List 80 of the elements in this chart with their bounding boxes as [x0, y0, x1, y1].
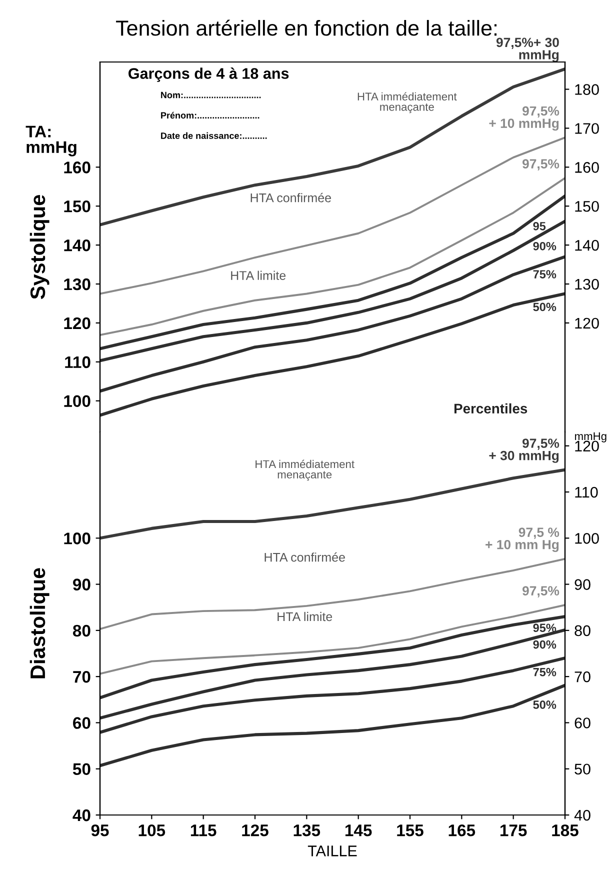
- series-label: 97,5% + 30 mmHg: [489, 438, 560, 463]
- text: TA: mmHg: [26, 126, 76, 156]
- y2-tick-label: 100: [575, 533, 599, 544]
- y-tick-label: 80: [72, 624, 90, 637]
- x-tick-label: 165: [448, 824, 476, 836]
- annotation: HTA confirmée: [264, 552, 345, 562]
- y-tick-label: 100: [64, 395, 90, 408]
- y-tick-label: 50: [72, 763, 90, 776]
- x-tick-label: 105: [138, 824, 166, 836]
- chart-subtitle: Garçons de 4 à 18 ans: [128, 68, 289, 82]
- y2-tick-label: 170: [575, 123, 599, 134]
- y-axis-title: Diastolique: [30, 568, 50, 678]
- y2-tick-label: 40: [574, 810, 590, 821]
- line-series: [100, 604, 565, 675]
- y2-tick-label: 60: [574, 718, 590, 728]
- y2-tick-label: 80: [574, 625, 590, 636]
- y-tick-label: 150: [64, 200, 90, 212]
- series-label: 95: [533, 222, 546, 230]
- y-tick-label: 70: [73, 670, 90, 683]
- y2-tick-label: 130: [575, 278, 599, 290]
- x-tick-label: 175: [500, 824, 527, 836]
- series-label: 97,5%: [522, 159, 560, 170]
- series-label: 50%: [533, 302, 556, 312]
- series-label: 50%: [533, 700, 556, 709]
- y2-tick-label: 50: [574, 764, 590, 775]
- x-tick-label: 185: [552, 824, 578, 836]
- series-label: 75%: [533, 270, 556, 278]
- line-series: [100, 194, 565, 350]
- x-tick-label: 95: [91, 824, 109, 836]
- y2-tick-label: 150: [575, 200, 599, 212]
- annotation: Date de naissance:..........: [161, 132, 267, 139]
- y-tick-label: 90: [73, 578, 90, 590]
- line-series: [100, 292, 565, 417]
- y2-tick-label: 70: [574, 671, 590, 682]
- line-series: [100, 684, 565, 768]
- annotation: HTA limite: [231, 270, 286, 280]
- annotation: HTA immédiatement menaçante: [358, 92, 457, 114]
- line-series: [100, 220, 565, 362]
- annotation: Prénom:.........................: [161, 112, 260, 119]
- x-tick-label: 135: [294, 824, 320, 836]
- y-tick-label: 120: [64, 317, 90, 330]
- line-series: [100, 468, 565, 540]
- y-tick-label: 60: [73, 717, 90, 729]
- annotation: Nom:...............................: [161, 92, 261, 98]
- y2-tick-label: 90: [574, 579, 590, 590]
- series-label: 95%: [533, 624, 556, 632]
- x-axis-title: TAILLE: [308, 846, 357, 856]
- line-series: [100, 177, 565, 336]
- y-tick-label: 100: [64, 532, 90, 544]
- y-axis-title: Systolique: [30, 195, 50, 300]
- y2-tick-label: 120: [575, 440, 599, 452]
- x-tick-label: 145: [345, 824, 372, 836]
- annotation: Percentiles: [454, 403, 528, 414]
- series-label: 97,5%: [522, 586, 560, 598]
- annotation: HTA immédiatement menaçante: [256, 460, 354, 481]
- chart-title: Tension artérielle en fonction de la taille:: [116, 20, 497, 36]
- series-label: 90%: [533, 242, 556, 250]
- y-tick-label: 40: [72, 809, 90, 822]
- annotation: HTA confirmée: [250, 192, 331, 202]
- y-tick-label: 140: [64, 239, 90, 252]
- series-label: 97,5% + 10 mmHg: [489, 106, 560, 131]
- line-series: [100, 656, 565, 734]
- y2-tick-label: 120: [575, 318, 599, 329]
- annotation: HTA limite: [278, 612, 332, 622]
- series-label: 90%: [533, 640, 556, 649]
- series-label: 97,5%+ 30 mmHg: [496, 38, 559, 62]
- x-tick-label: 155: [397, 824, 424, 836]
- x-tick-label: 125: [242, 824, 268, 836]
- y-tick-label: 130: [64, 278, 90, 290]
- y2-tick-label: 110: [575, 486, 598, 498]
- y2-tick-label: 140: [575, 240, 599, 251]
- y-tick-label: 110: [65, 356, 90, 368]
- x-tick-label: 115: [190, 824, 216, 836]
- y-tick-label: 160: [64, 162, 90, 174]
- line-series: [100, 255, 565, 393]
- y2-tick-label: 160: [575, 162, 599, 173]
- y2-tick-label: 180: [575, 84, 599, 95]
- series-label: 75%: [533, 668, 556, 676]
- y2-axis-title: mmHg: [575, 432, 606, 442]
- series-label: 97,5 % + 10 mm Hg: [486, 528, 560, 552]
